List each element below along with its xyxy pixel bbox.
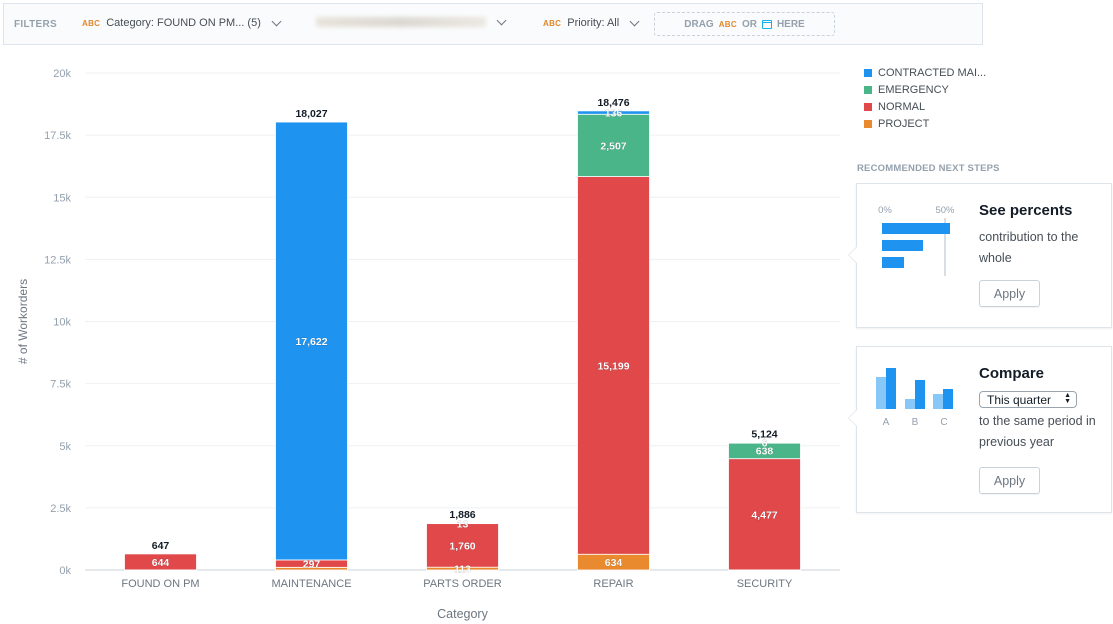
y-tick-label: 7.5k xyxy=(50,379,71,391)
compare-text: to the same period in previous year xyxy=(979,414,1096,449)
bar-segment xyxy=(728,458,801,571)
compare-card: A B C Compare This quarter ▲ ▼ to the sam… xyxy=(848,346,1112,513)
data-label: 136 xyxy=(605,108,623,120)
category-filter[interactable]: ABC Category: FOUND ON PM... (5) xyxy=(82,16,282,29)
legend-swatch xyxy=(864,119,872,128)
percent-tick-50: 50% xyxy=(935,205,955,216)
y-axis-label: # of Workorders xyxy=(16,279,30,364)
bar-segment xyxy=(124,553,197,571)
data-label: 13 xyxy=(457,518,469,530)
x-tick-label: MAINTENANCE xyxy=(271,578,351,590)
filter-dropzone[interactable]: DRAG ABC OR HERE xyxy=(654,12,835,36)
y-tick-label: 12.5k xyxy=(44,254,71,266)
stacked-bar-chart: 0k 2.5k 5k 7.5k 10k 12.5k 15k 17.5k 20k # of Work… xyxy=(16,68,840,621)
filters-label: FILTERS xyxy=(14,19,58,30)
bar-segment xyxy=(275,121,348,561)
priority-filter[interactable]: ABC Priority: All xyxy=(543,16,640,29)
see-percents-card: 0% 50% See percents contribution to the … xyxy=(848,183,1112,328)
total-label: 18,027 xyxy=(295,108,327,120)
data-label: 297 xyxy=(303,559,321,571)
data-label: 17,622 xyxy=(295,336,327,348)
compare-label-c: C xyxy=(940,417,947,428)
y-tick-label: 17.5k xyxy=(44,130,71,142)
x-tick-label: FOUND ON PM xyxy=(121,578,199,590)
x-tick-label: SECURITY xyxy=(737,578,793,590)
total-label: 1,886 xyxy=(449,509,475,521)
chevron-down-icon xyxy=(629,16,640,26)
percent-tick-0: 0% xyxy=(878,205,892,216)
legend-label: PROJECT xyxy=(878,117,930,130)
legend-label: EMERGENCY xyxy=(878,83,949,96)
redacted-filter-label xyxy=(316,17,486,27)
y-tick-label: 10k xyxy=(53,317,71,329)
legend-swatch xyxy=(864,102,872,111)
see-percents-title: See percents xyxy=(979,202,1073,219)
text-type-icon: ABC xyxy=(543,18,562,28)
priority-filter-label: Priority: All xyxy=(567,17,620,29)
chevron-down-icon xyxy=(496,15,507,25)
data-label: 1,760 xyxy=(449,540,475,552)
filter-bar: FILTERS ABC Category: FOUND ON PM... (5)… xyxy=(3,3,983,45)
bar-segment xyxy=(426,523,499,568)
dropzone-here-text: HERE xyxy=(776,18,805,30)
total-label: 18,476 xyxy=(597,97,629,109)
data-label: 6 xyxy=(762,438,768,450)
y-tick-label: 0k xyxy=(59,565,71,577)
see-percents-text: contribution to the whole xyxy=(979,230,1079,265)
data-label: 113 xyxy=(454,564,471,576)
compare-title: Compare xyxy=(979,365,1045,382)
dropzone-drag-text: DRAG xyxy=(684,18,714,30)
y-tick-label: 5k xyxy=(59,441,71,453)
data-label: 634 xyxy=(605,557,623,569)
x-tick-label: PARTS ORDER xyxy=(423,578,501,590)
data-label: 644 xyxy=(152,557,170,569)
updown-arrows-icon: ▲ ▼ xyxy=(1064,392,1071,405)
y-tick-label: 20k xyxy=(53,68,71,80)
x-axis-label: Category xyxy=(437,607,488,621)
calendar-icon xyxy=(761,19,772,29)
dropzone-or-text: OR xyxy=(741,18,757,30)
x-tick-label: REPAIR xyxy=(593,578,633,590)
legend-item[interactable]: PROJECT xyxy=(864,115,986,132)
legend-label: CONTRACTED MAI... xyxy=(878,66,987,79)
apply-compare-button[interactable]: Apply xyxy=(979,467,1040,494)
bar-segment xyxy=(577,110,650,115)
chart-legend: CONTRACTED MAI... EMERGENCY NORMAL PROJE… xyxy=(864,64,986,132)
compare-chart-icon: A B C xyxy=(876,368,953,428)
chevron-down-icon xyxy=(271,16,282,26)
period-select-value: This quarter xyxy=(987,392,1052,407)
legend-item[interactable]: EMERGENCY xyxy=(864,81,986,98)
legend-label: NORMAL xyxy=(878,100,926,113)
data-label: 2,507 xyxy=(600,140,626,152)
bar-segment xyxy=(577,113,650,177)
legend-swatch xyxy=(864,85,872,94)
total-label: 647 xyxy=(152,540,170,552)
percent-chart-icon: 0% 50% xyxy=(878,205,955,276)
y-tick-label: 2.5k xyxy=(50,503,71,515)
redacted-filter[interactable] xyxy=(316,15,507,27)
period-select[interactable]: This quarter ▲ ▼ xyxy=(979,391,1077,408)
compare-label-b: B xyxy=(912,417,919,428)
recommended-steps-title: RECOMMENDED NEXT STEPS xyxy=(857,163,1000,174)
bar-segment xyxy=(728,442,801,444)
legend-swatch xyxy=(864,68,872,77)
text-type-icon: ABC xyxy=(82,18,101,28)
category-filter-label: Category: FOUND ON PM... (5) xyxy=(106,17,261,29)
data-label: 4,477 xyxy=(751,509,777,521)
legend-item[interactable]: CONTRACTED MAI... xyxy=(864,64,986,81)
bar-segment xyxy=(426,522,499,525)
compare-label-a: A xyxy=(883,417,890,428)
data-label: 15,199 xyxy=(597,360,629,372)
y-tick-label: 15k xyxy=(53,192,71,204)
legend-item[interactable]: NORMAL xyxy=(864,98,986,115)
text-type-icon: ABC xyxy=(718,19,737,29)
total-label: 5,124 xyxy=(751,429,777,441)
data-label: 638 xyxy=(756,446,774,458)
apply-percents-button[interactable]: Apply xyxy=(979,280,1040,307)
